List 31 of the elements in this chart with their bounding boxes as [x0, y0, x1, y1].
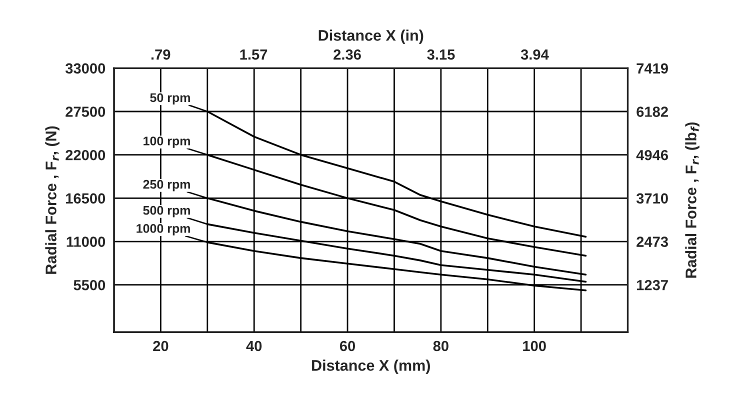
y-tick-label: 5500 [74, 280, 106, 290]
y-tick-label: 16500 [66, 193, 106, 204]
y2-tick-label: 2473 [636, 236, 668, 247]
x-tick-label: 40 [246, 340, 262, 352]
x-tick-label: 60 [340, 340, 356, 352]
x2-tick-label: 3.15 [427, 49, 455, 60]
y2-tick-label: 3710 [636, 193, 668, 204]
series-label: 100 rpm [144, 136, 190, 148]
y2-tick-label: 4946 [636, 150, 668, 160]
y-tick-label: 11000 [66, 236, 106, 247]
y2-tick-label: 6182 [636, 106, 668, 117]
x2-axis-title: Distance X (in) [318, 30, 424, 44]
x2-tick-label: 3.94 [520, 49, 549, 60]
series-label: 50 rpm [150, 93, 190, 105]
x2-tick-label: 2.36 [334, 49, 361, 60]
y-tick-label: 22000 [66, 150, 106, 160]
y2-tick-label: 7419 [636, 63, 668, 74]
x-axis-title: Distance X (mm) [312, 360, 430, 374]
series-label: 1000 rpm [136, 224, 190, 236]
x-tick-label: 20 [153, 340, 168, 352]
y-axis-title: Radial Force , F$_{r}$, (N) [45, 126, 60, 274]
x-tick-label: 100 [523, 340, 546, 352]
y-tick-label: 33000 [65, 63, 106, 74]
x2-tick-label: 1.57 [240, 50, 268, 60]
series-label: 250 rpm [143, 180, 190, 192]
y2-tick-label: 1237 [637, 280, 668, 290]
y2-axis-title: Radial Force , F$_{r}$, (lb$_{f}$) [685, 122, 700, 278]
y-tick-label: 27500 [66, 106, 106, 117]
x2-tick-label: .79 [151, 49, 170, 60]
series-label: 500 rpm [143, 206, 190, 218]
x-tick-label: 80 [433, 340, 448, 352]
